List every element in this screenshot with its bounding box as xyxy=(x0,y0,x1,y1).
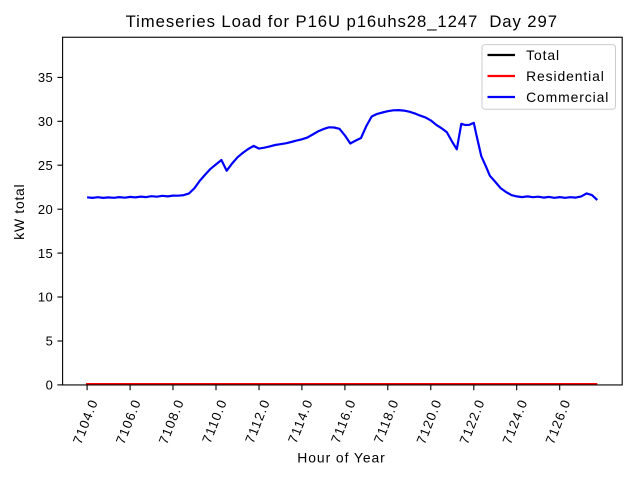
svg-text:5: 5 xyxy=(46,334,54,349)
svg-text:0: 0 xyxy=(46,378,54,393)
svg-text:Residential: Residential xyxy=(526,68,605,84)
svg-text:20: 20 xyxy=(38,202,53,217)
svg-text:10: 10 xyxy=(38,290,53,305)
svg-text:Commercial: Commercial xyxy=(526,89,609,105)
svg-text:kW total: kW total xyxy=(11,184,27,240)
svg-text:30: 30 xyxy=(38,114,53,129)
svg-text:Timeseries Load for P16U p16uh: Timeseries Load for P16U p16uhs28_1247 D… xyxy=(126,12,558,31)
svg-text:Hour of Year: Hour of Year xyxy=(297,450,385,466)
svg-text:15: 15 xyxy=(38,246,53,261)
svg-text:35: 35 xyxy=(38,70,53,85)
svg-text:Total: Total xyxy=(526,47,560,63)
svg-text:25: 25 xyxy=(38,158,53,173)
